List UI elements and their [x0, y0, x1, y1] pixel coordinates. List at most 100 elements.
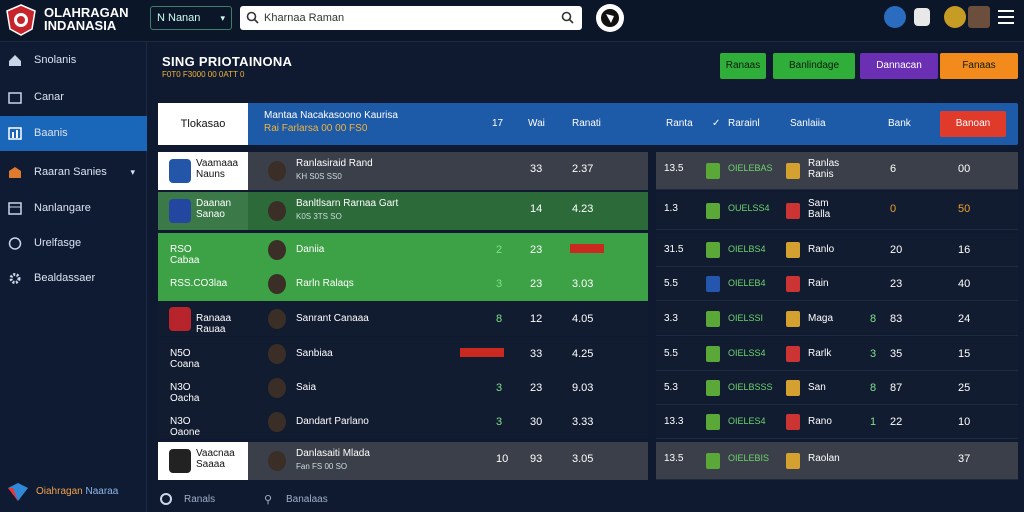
table-row[interactable]: N5O Coana Sanbiaa 33 4.25: [158, 337, 648, 371]
team-crest-icon: [169, 199, 191, 223]
header-col-1: 17: [492, 118, 504, 129]
soccer-ball-icon[interactable]: [596, 4, 624, 32]
table-row[interactable]: Daanan Sanao Banltlsarn Rarnaa Gart K0S 3T…: [158, 192, 648, 230]
cell-c2: 33: [530, 348, 543, 360]
team-name: Ranaaa Rauaa: [196, 313, 232, 335]
player-avatar: [268, 309, 286, 329]
filter-button-3[interactable]: Dannacan: [860, 53, 938, 79]
cell-c: 3: [870, 348, 877, 360]
team-crest-icon: [169, 449, 191, 473]
button-label: Banlindage: [788, 60, 840, 71]
table-row[interactable]: Vaamaaa Nauns Ranlasiraid Rand KH S0S SS0 3…: [158, 152, 648, 190]
player-avatar: [268, 240, 286, 260]
cell-a: 5.5: [664, 348, 678, 359]
action-button[interactable]: Banoan: [940, 111, 1006, 137]
tab-first[interactable]: Tlokasao: [158, 103, 248, 145]
player-avatar: [268, 274, 286, 294]
cell-d: 87: [890, 382, 903, 394]
sidebar-item-stats[interactable]: Baanis: [0, 116, 147, 151]
brand-logo-icon[interactable]: [4, 3, 38, 37]
team-name: RSO Cabaa: [170, 244, 200, 266]
sidebar-footer-a: Oiahragan: [36, 486, 83, 497]
table-row[interactable]: Vaacnaa Saaaa Danlasaiti Mlada Fan FS 00 S…: [158, 442, 648, 480]
team-shirt-icon: [706, 453, 720, 469]
table-row[interactable]: Ranaaa Rauaa Sanrant Canaaa 8 12 4.05: [158, 302, 648, 336]
sidebar-footer[interactable]: Oiahragan Naaraa: [6, 480, 146, 504]
cell-c2: 23: [530, 278, 543, 290]
cell-c3: 2.37: [572, 163, 594, 175]
cell-e: 16: [958, 244, 971, 256]
team-crest-icon[interactable]: [944, 6, 966, 28]
player-avatar: [268, 412, 286, 432]
search-submit-icon[interactable]: [561, 11, 574, 24]
cell-b: OIELBS4: [728, 244, 766, 254]
filter-button-1[interactable]: Ranaas: [720, 53, 766, 79]
cell-d: 83: [890, 313, 903, 325]
sidebar-item-label: Baanis: [34, 127, 68, 139]
cell-a: 5.3: [664, 382, 678, 393]
team-cell: RSO Cabaa: [158, 233, 248, 267]
filter-button-4[interactable]: Fanaas: [940, 53, 1018, 79]
info-icon: [160, 493, 172, 505]
menu-icon[interactable]: [998, 10, 1014, 24]
table-row[interactable]: RSS.CO3laa Rarln Ralaqs 3 23 3.03: [158, 267, 648, 301]
table-row[interactable]: 1.3 OUELSS4 Sam Balla 0 50: [656, 192, 1018, 230]
player-avatar: [268, 451, 286, 471]
table-header: Tlokasao Mantaa Nacakasoono Kaurisa Rai …: [158, 103, 1018, 145]
gear-icon: [9, 273, 21, 284]
chevron-down-icon: ▾: [130, 167, 135, 177]
table-row[interactable]: 31.5 OIELBS4 Ranlo 20 16: [656, 233, 1018, 267]
sidebar-item-calendar[interactable]: Canar: [0, 80, 147, 115]
cell-e: 40: [958, 278, 971, 290]
sidebar-item-games[interactable]: Raaran Sanies ▾: [0, 155, 147, 190]
table-row[interactable]: 5.5 OIELSS4 Rarlk 3 35 15: [656, 337, 1018, 371]
shield-icon[interactable]: [884, 6, 906, 28]
table-row[interactable]: RSO Cabaa Daniia 2 23: [158, 233, 648, 267]
footer-right[interactable]: Banalaas: [286, 494, 328, 505]
table-row[interactable]: 13.5 OIELEBAS Ranlas Ranis 6 00: [656, 152, 1018, 190]
sidebar-item-global[interactable]: Urelfasge: [0, 226, 147, 261]
sidebar-item-label: Raaran Sanies: [34, 166, 107, 178]
search-icon: [246, 11, 259, 24]
sidebar-item-label: Urelfasge: [34, 237, 82, 249]
team-cell: Vaamaaa Nauns: [158, 152, 248, 190]
team-name: N5O Coana: [170, 348, 200, 370]
footer-left[interactable]: Ranals: [184, 494, 216, 505]
cell-d: 22: [890, 416, 903, 428]
table-row[interactable]: N3O Oaone Dandart Parlano 3 30 3.33: [158, 405, 648, 439]
table-row[interactable]: 13.3 OIELES4 Rano 1 22 10: [656, 405, 1018, 439]
whistle-icon[interactable]: [914, 8, 930, 26]
cell-c3: 3.05: [572, 453, 594, 465]
league-select[interactable]: N Nanan ▾: [150, 6, 232, 30]
table-row[interactable]: 5.5 OIELEB4 Rain 23 40: [656, 267, 1018, 301]
team-name: Rarlk: [808, 348, 832, 359]
search-value: Kharnaa Raman: [264, 12, 345, 24]
avatar[interactable]: [968, 6, 990, 28]
player-name: Saia: [296, 382, 317, 393]
sidebar-item-home[interactable]: Snolanis: [0, 43, 147, 78]
table-row[interactable]: N3O Oacha Saia 3 23 9.03: [158, 371, 648, 405]
cell-c2: 23: [530, 244, 543, 256]
home-icon: [9, 55, 21, 66]
team-name: Vaamaaa Nauns: [196, 158, 239, 180]
search-input[interactable]: Kharnaa Raman: [240, 6, 582, 30]
header-col-3: Ranati: [572, 118, 601, 129]
team-name: Rano: [808, 416, 832, 427]
table-row[interactable]: 3.3 OIELSSI Maga 8 83 24: [656, 302, 1018, 336]
brand-line2: INDANASIA: [44, 18, 117, 33]
sidebar-item-label: Nanlangare: [34, 202, 91, 214]
team-shirt-icon: [706, 346, 720, 362]
team-shirt-icon: [706, 163, 720, 179]
team-name: San: [808, 382, 826, 393]
cell-a: 13.3: [664, 416, 684, 427]
table-row[interactable]: 5.3 OIELBSSS San 8 87 25: [656, 371, 1018, 405]
table-row[interactable]: 13.5 OIELEBIS Raolan 37: [656, 442, 1018, 480]
calendar-icon: [8, 92, 22, 104]
sidebar-item-standings[interactable]: Nanlangare: [0, 191, 147, 226]
header-title: Mantaa Nacakasoono Kaurisa: [264, 110, 398, 121]
sidebar-item-settings[interactable]: Bealdassaer: [0, 261, 147, 296]
cell-d: 6: [890, 163, 897, 175]
team-shirt-icon: [786, 414, 800, 430]
filter-button-2[interactable]: Banlindage: [773, 53, 855, 79]
team-name: N3O Oacha: [170, 382, 200, 404]
